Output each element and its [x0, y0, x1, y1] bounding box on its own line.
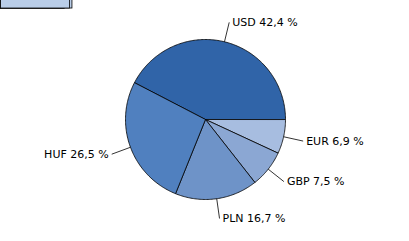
svg-text:HUF 26,5 %: HUF 26,5 %	[44, 148, 109, 161]
svg-text:PLN 16,7 %: PLN 16,7 %	[223, 212, 286, 225]
svg-text:EUR 6,9 %: EUR 6,9 %	[306, 135, 364, 148]
svg-text:GBP 7,5 %: GBP 7,5 %	[287, 175, 345, 188]
svg-text:USD 42,4 %: USD 42,4 %	[232, 16, 297, 29]
